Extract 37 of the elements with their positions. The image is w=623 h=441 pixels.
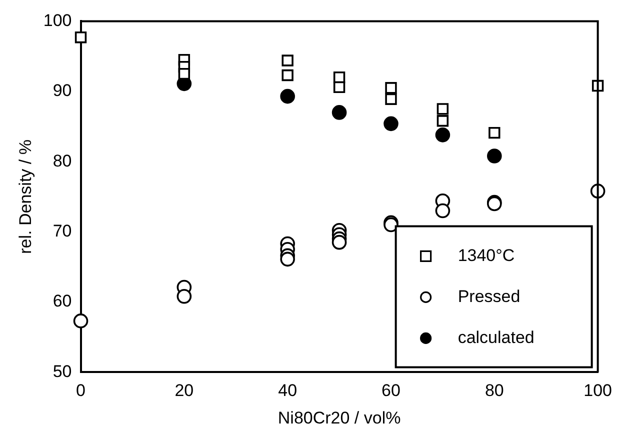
point [280,88,295,104]
point [435,203,450,218]
x-tick-label: 20 [174,381,194,400]
x-tick-label: 0 [76,381,86,400]
point [384,116,398,132]
legend-label: Pressed [458,286,520,306]
x-axis-title: Ni80Cr20 / vol% [278,408,401,428]
legend-label: 1340°C [458,246,515,265]
y-tick-label: 80 [52,151,72,170]
point [385,93,397,105]
point [435,128,450,142]
point [282,69,294,82]
point [280,252,295,267]
point [436,115,449,127]
point [332,105,347,120]
x-tick-label: 60 [382,381,400,400]
y-tick-label: 70 [52,221,72,240]
y-tick-label: 100 [43,10,72,30]
x-tick-label: 80 [484,381,504,400]
y-tick-label: 90 [52,81,72,100]
x-tick-label: 40 [278,381,298,400]
x-tick-label: 100 [584,381,612,400]
legend-label: calculated [458,328,534,347]
point [332,234,347,250]
point [488,126,500,139]
y-tick-label: 60 [52,292,72,311]
point [385,82,397,94]
point [73,314,88,328]
point [333,81,346,94]
point [436,103,449,115]
point [176,288,192,304]
y-tick-label: 50 [52,362,72,381]
point [487,148,502,164]
point [74,31,87,44]
point [282,54,294,66]
point [178,68,190,80]
y-axis-title: rel. Density / % [16,140,35,254]
